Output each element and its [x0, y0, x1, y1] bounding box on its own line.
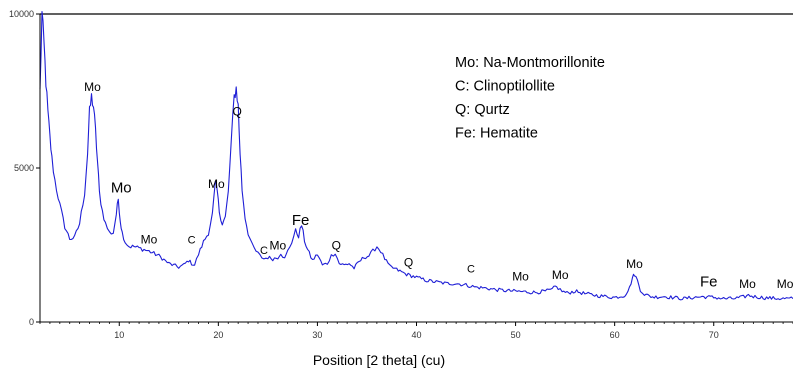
legend-entry: Mo: Na-Montmorillonite: [455, 55, 605, 71]
peak-label: C: [260, 245, 268, 257]
peak-label: Mo: [777, 277, 793, 291]
legend-entry: Fe: Hematite: [455, 126, 538, 142]
x-tick-label: 20: [213, 330, 223, 340]
peak-label: Mo: [512, 269, 529, 283]
legend-entry: C: Clinoptilollite: [455, 79, 555, 95]
x-tick-label: 50: [511, 330, 521, 340]
x-tick-label: 40: [411, 330, 421, 340]
peak-label: Mo: [141, 232, 158, 246]
peak-label: Mo: [552, 268, 569, 282]
y-ticks: 0 5000 10000: [9, 9, 40, 327]
y-tick-label: 10000: [9, 9, 34, 19]
peak-label: Fe: [700, 274, 718, 291]
y-tick-label: 0: [29, 317, 34, 327]
legend: Mo: Na-Montmorillonite C: Clinoptilollite…: [455, 55, 605, 142]
peak-label: Mo: [111, 180, 132, 197]
peak-label: C: [467, 264, 475, 276]
y-tick-label: 5000: [14, 163, 34, 173]
x-tick-label: 10: [114, 330, 124, 340]
peak-label: Fe: [292, 212, 310, 229]
peak-label: Mo: [208, 177, 225, 191]
peak-label: Mo: [739, 277, 756, 291]
x-axis-label: Position [2 theta] (cu): [313, 352, 445, 368]
peak-label: Mo: [626, 257, 643, 271]
peak-label: Q: [232, 105, 241, 119]
peak-label: Mo: [269, 239, 286, 253]
peak-label: Q: [332, 239, 341, 253]
peak-label: C: [188, 234, 196, 246]
x-tick-label: 70: [709, 330, 719, 340]
series-line-0: [39, 11, 793, 301]
legend-entry: Q: Qurtz: [455, 102, 510, 118]
series-layer: [39, 11, 793, 301]
peak-label: Q: [404, 256, 413, 270]
x-ticks: 10 20 30 40 50 60 70: [39, 322, 793, 340]
x-tick-label: 30: [312, 330, 322, 340]
peak-label: Mo: [84, 80, 101, 94]
x-tick-label: 60: [610, 330, 620, 340]
